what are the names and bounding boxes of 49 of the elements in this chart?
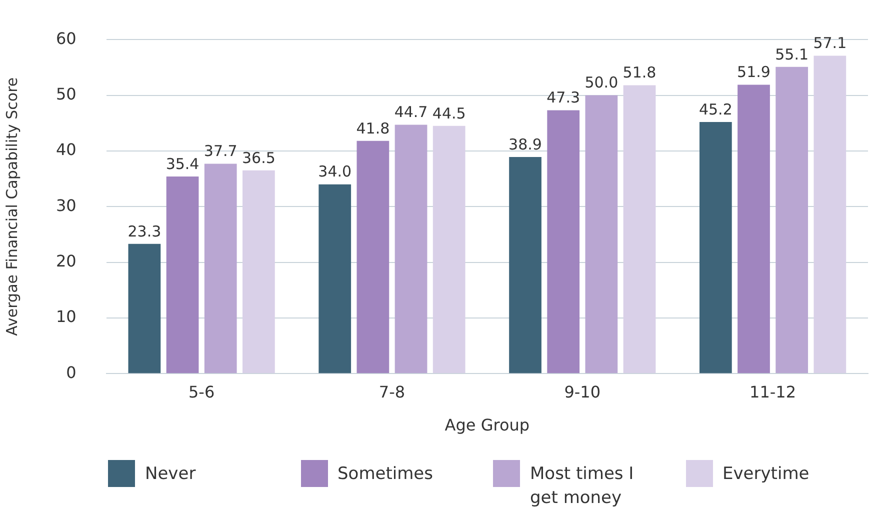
bar [738, 84, 770, 374]
data-label: 55.1 [775, 45, 809, 64]
x-tick-label: 11-12 [750, 382, 796, 402]
y-tick-label: 30 [56, 196, 76, 215]
x-axis-title: Age Group [444, 416, 530, 435]
data-label: 23.3 [128, 222, 162, 240]
bar [699, 122, 732, 374]
y-tick-label: 60 [56, 28, 76, 48]
legend-label: Everytime [722, 463, 810, 486]
data-label: 41.8 [356, 119, 390, 138]
bar [547, 110, 580, 374]
y-tick-label: 20 [56, 251, 76, 270]
data-label: 51.8 [622, 64, 656, 82]
bar [432, 126, 466, 374]
bar [814, 56, 846, 374]
x-tick-label: 5-6 [188, 382, 215, 402]
bar [242, 170, 275, 374]
x-tick-label: 7-8 [378, 382, 406, 402]
bar [204, 164, 237, 374]
bar [166, 176, 199, 374]
data-label: 37.7 [204, 142, 238, 160]
legend-label: Never [145, 463, 196, 486]
legend-label: Most times I get money [530, 463, 635, 510]
x-tick-label: 9-10 [564, 382, 601, 402]
bar [318, 184, 352, 374]
y-tick-label: 10 [56, 307, 76, 326]
bar [128, 244, 161, 374]
bar [356, 140, 390, 374]
bar [623, 85, 656, 374]
y-axis-title: Avergae Financial Capability Score [2, 77, 21, 336]
bar [509, 157, 542, 374]
data-label: 44.5 [432, 104, 466, 122]
legend-label: Sometimes [338, 463, 433, 486]
y-tick-label: 0 [66, 362, 76, 382]
bar [776, 66, 808, 374]
data-label: 38.9 [508, 135, 542, 154]
bar [394, 124, 428, 374]
data-label: 35.4 [166, 154, 200, 173]
data-label: 45.2 [698, 100, 732, 118]
y-tick-label: 50 [56, 84, 76, 104]
y-tick-label: 40 [56, 140, 76, 160]
data-label: 51.9 [737, 63, 770, 82]
data-label: 36.5 [242, 148, 276, 167]
bar [585, 95, 618, 374]
data-label: 47.3 [546, 88, 580, 107]
data-label: 44.7 [394, 103, 428, 122]
data-label: 57.1 [813, 34, 847, 52]
data-label: 50.0 [584, 74, 618, 92]
data-label: 34.0 [318, 162, 352, 181]
